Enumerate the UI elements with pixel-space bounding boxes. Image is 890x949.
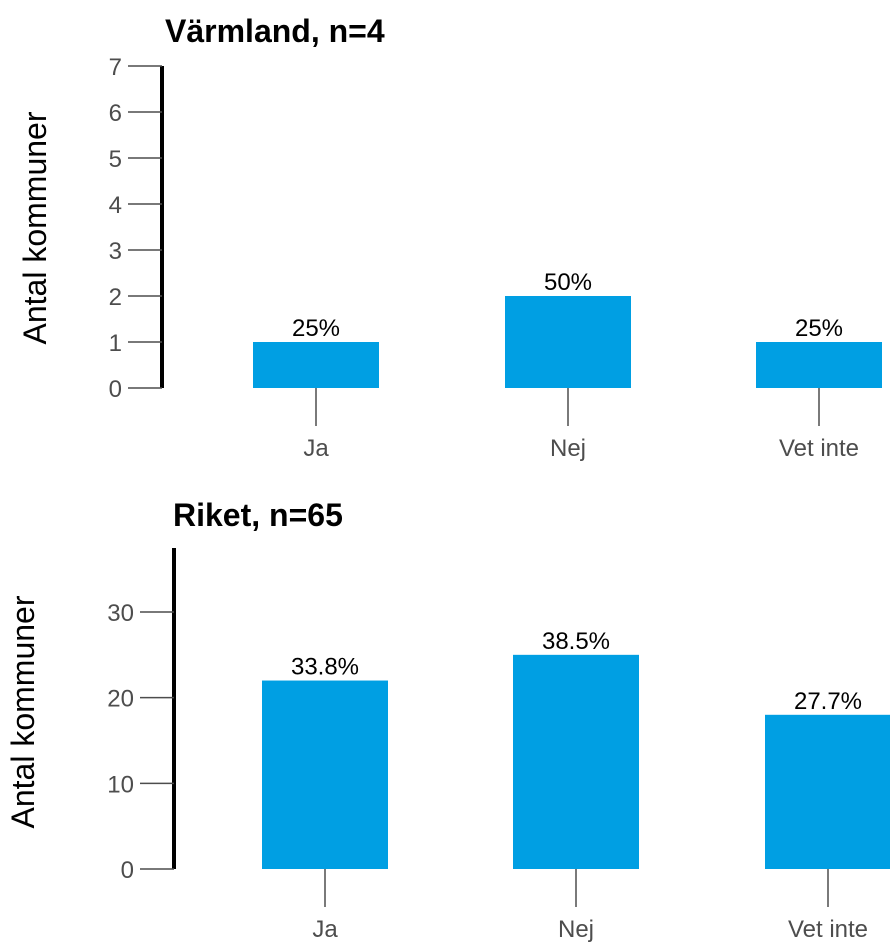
bar — [765, 714, 890, 869]
y-tick-label: 4 — [109, 192, 122, 219]
chart-panel-varmland: Värmland, n=4 Antal kommuner 0 1 2 3 4 5 6 7 Ja 2… — [17, 13, 882, 462]
x-tick-label: Ja — [303, 435, 329, 462]
x-tick-label: Nej — [550, 435, 586, 462]
y-tick-label: 3 — [109, 238, 122, 265]
x-tick-label: Vet inte — [779, 435, 859, 462]
data-label: 38.5% — [542, 628, 610, 655]
chart-panel-riket: Riket, n=65 Antal kommuner 0 10 20 30 Ja 33.8… — [5, 497, 890, 943]
y-axis-label: Antal kommuner — [5, 595, 41, 828]
y-tick-label: 2 — [109, 284, 122, 311]
y-tick-label: 7 — [109, 54, 122, 81]
bar — [262, 680, 388, 869]
chart-marks: 0 1 2 3 4 5 6 7 Ja 25% Nej 50% Vet inte 25% — [109, 54, 882, 462]
chart-title: Värmland, n=4 — [165, 13, 385, 49]
y-tick-label: 20 — [107, 686, 134, 713]
bar — [253, 342, 379, 388]
x-tick-label: Nej — [558, 916, 594, 943]
y-tick-label: 30 — [107, 600, 134, 627]
y-tick-label: 6 — [109, 100, 122, 127]
bar — [513, 654, 639, 869]
bar — [756, 342, 882, 388]
chart-title: Riket, n=65 — [173, 497, 343, 533]
y-tick-label: 5 — [109, 146, 122, 173]
y-tick-label: 1 — [109, 330, 122, 357]
data-label: 33.8% — [291, 654, 359, 681]
data-label: 25% — [292, 315, 340, 342]
y-axis-label: Antal kommuner — [17, 111, 53, 344]
data-label: 25% — [795, 315, 843, 342]
x-tick-label: Ja — [312, 916, 338, 943]
data-label: 50% — [544, 269, 592, 296]
bar — [505, 296, 631, 388]
chart-marks: 0 10 20 30 Ja 33.8% Nej 38.5% Vet inte 27.7% — [107, 548, 890, 943]
y-tick-label: 0 — [109, 376, 122, 403]
data-label: 27.7% — [794, 688, 862, 715]
x-tick-label: Vet inte — [788, 916, 868, 943]
y-tick-label: 0 — [121, 857, 134, 884]
y-tick-label: 10 — [107, 771, 134, 798]
